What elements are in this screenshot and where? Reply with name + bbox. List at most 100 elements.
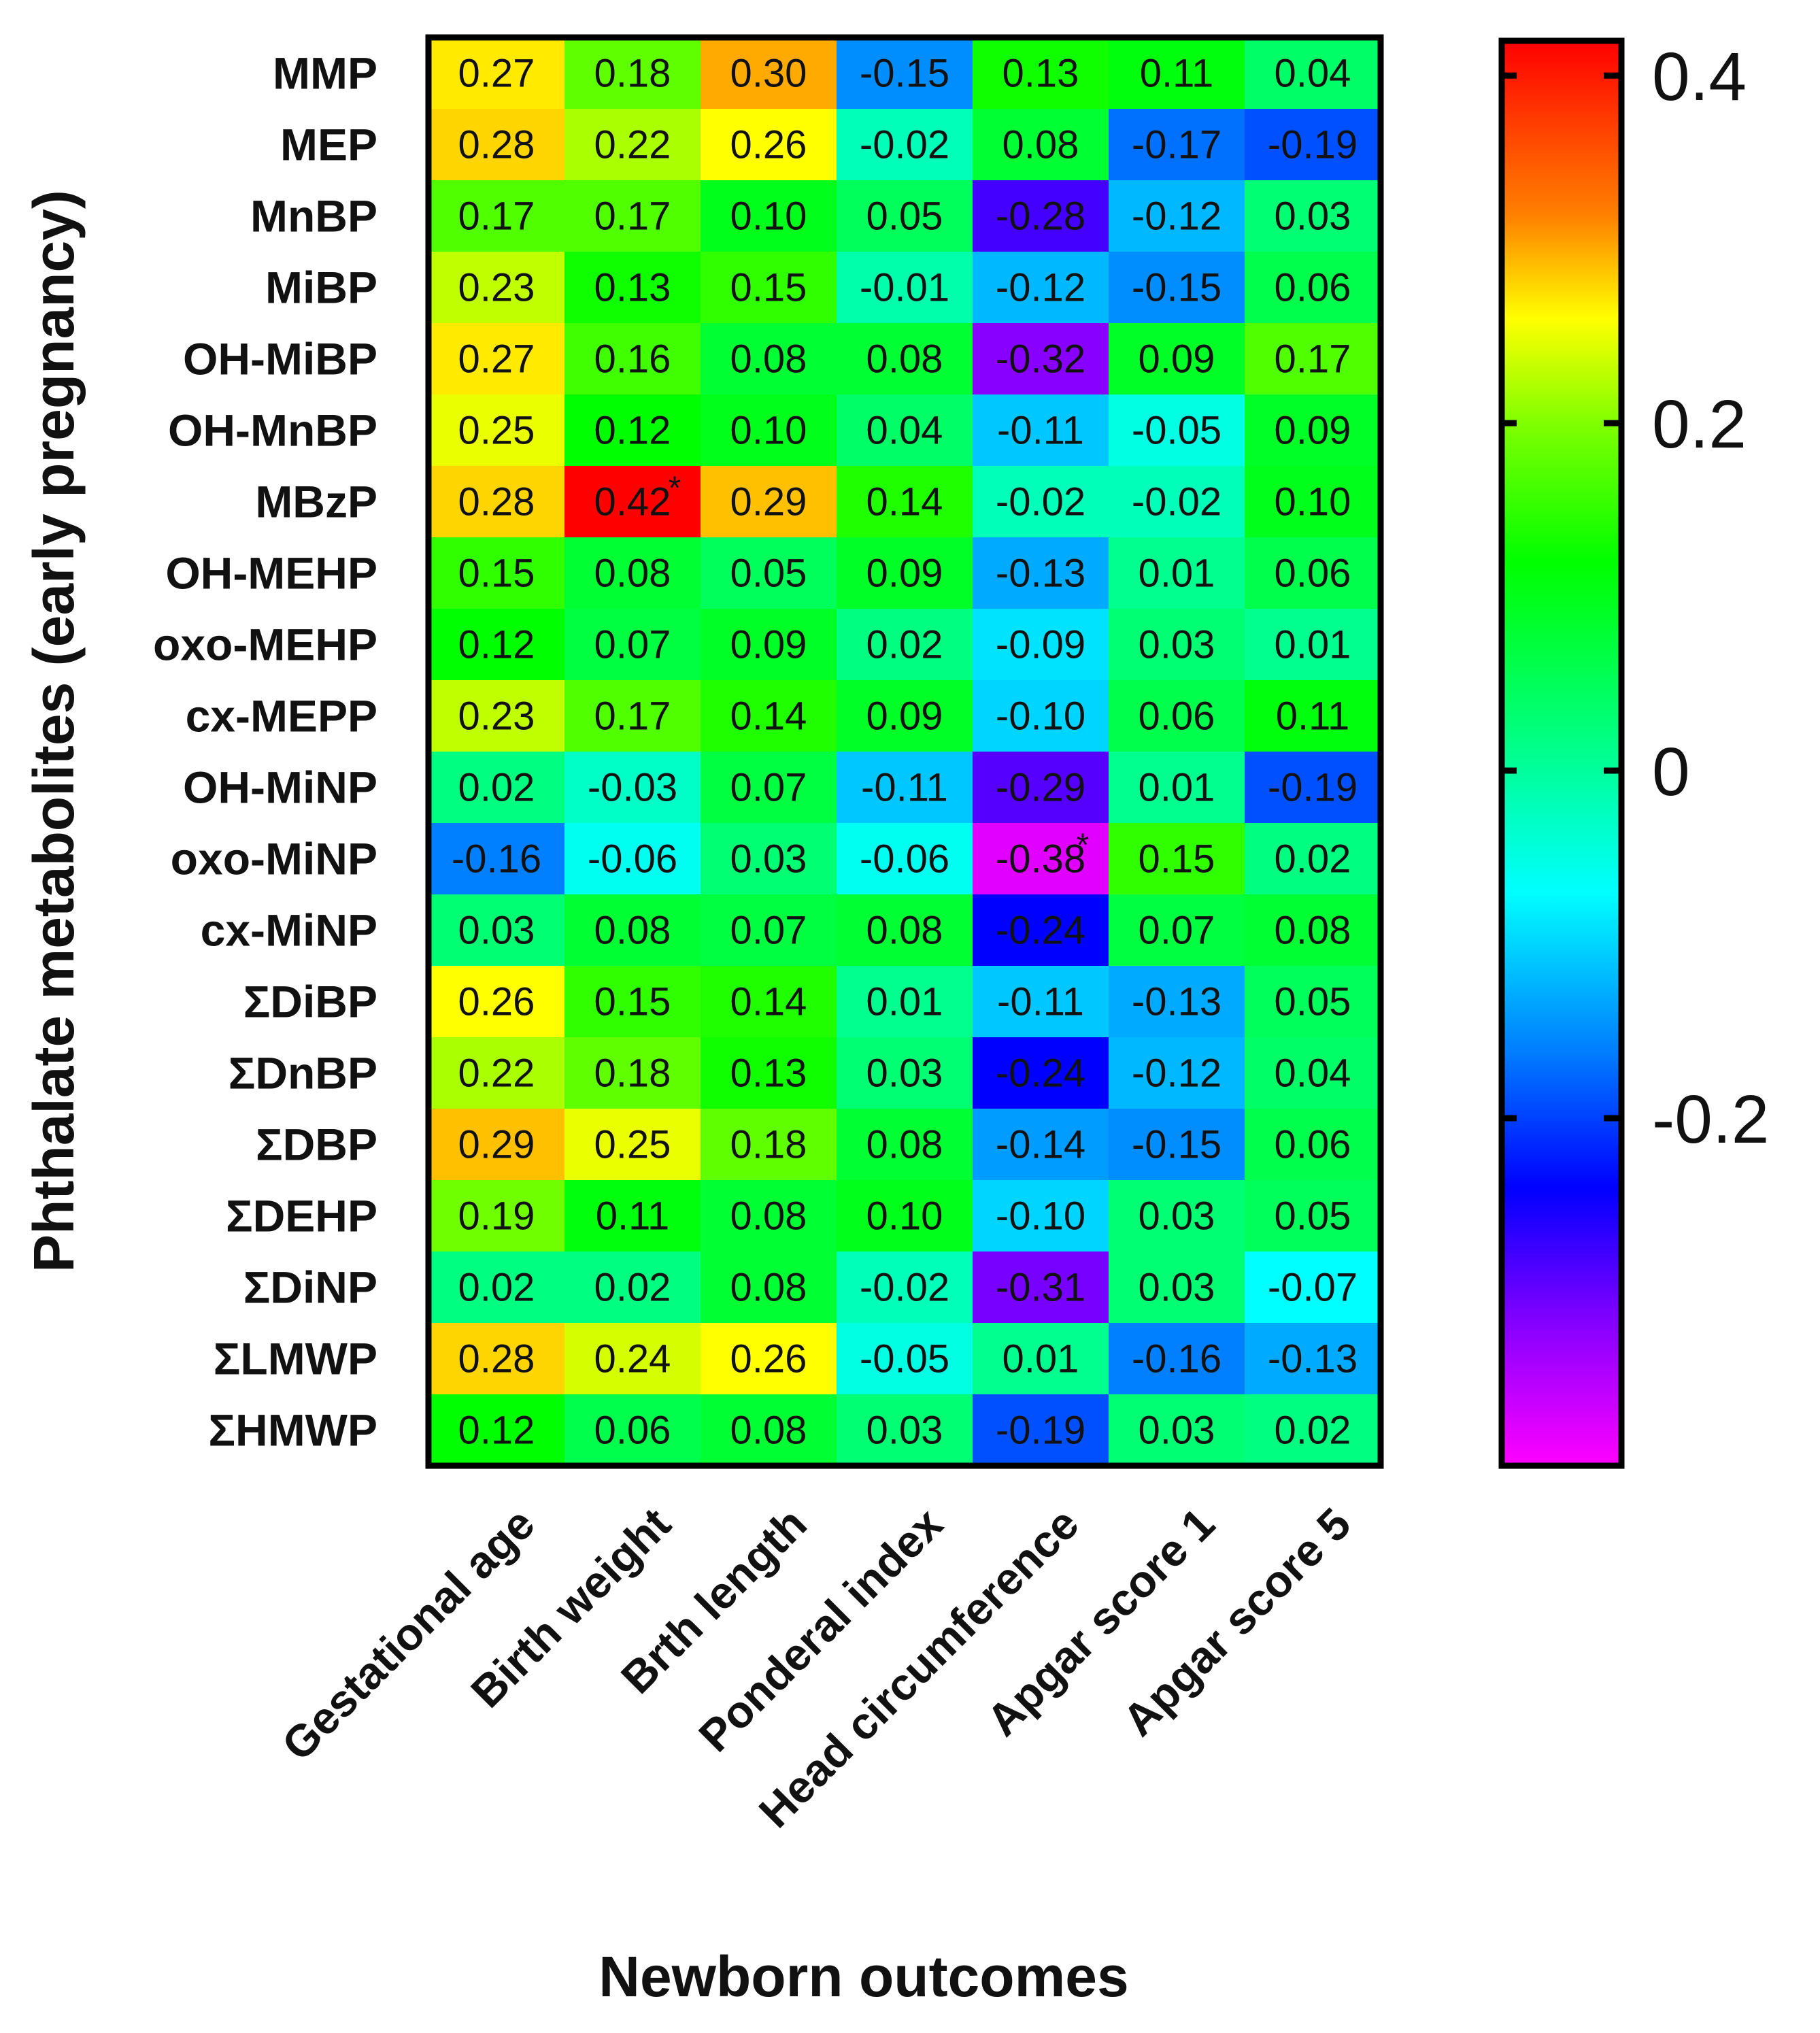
heatmap-cell (973, 680, 1109, 752)
colorbar-ticks: 0.4 0.2 0 -0.2 (1502, 39, 1769, 1158)
cell-value-label: 0.01 (1002, 1337, 1079, 1381)
heatmap-cell (837, 1037, 973, 1109)
cell-value-label: 0.10 (866, 1194, 943, 1239)
heatmap-cell (973, 109, 1109, 181)
row-label: oxo-MiNP (171, 834, 377, 884)
heatmap-cell (837, 1394, 973, 1466)
heatmap-value-labels: 0.27 0.18 0.30 -0.15 0.13 0.11 0.04 0.28 0.22 0.2… (452, 52, 1358, 1453)
cell-value-label: 0.11 (1276, 694, 1350, 739)
cell-value-label: 0.29 (458, 1123, 535, 1167)
cell-value-label: -0.02 (1132, 480, 1221, 524)
heatmap-cell (701, 680, 837, 752)
heatmap-cell (564, 394, 701, 467)
cell-value-label: 0.15 (1139, 837, 1215, 881)
heatmap-cell (973, 752, 1109, 824)
cell-value-label: 0.08 (730, 1266, 807, 1310)
heatmap-cell (837, 1323, 973, 1395)
heatmap-cell (973, 252, 1109, 324)
cell-value-label: 0.42 (594, 480, 671, 524)
heatmap-cell (973, 180, 1109, 252)
row-labels: MMP MEP MnBP MiBP OH-MiBP OH-MnBP MBzP OH-MEHP o… (153, 48, 377, 1456)
row-label: cx-MEPP (186, 691, 377, 741)
cell-value-label: 0.07 (730, 766, 807, 810)
cell-value-label: -0.11 (997, 980, 1084, 1024)
heatmap-cell (837, 894, 973, 967)
heatmap-cell (428, 323, 565, 395)
heatmap-cell (837, 752, 973, 824)
cell-value-label: 0.06 (1275, 1123, 1351, 1167)
heatmap-cell (837, 1109, 973, 1181)
heatmap-cell (701, 1251, 837, 1324)
cell-value-label: -0.16 (1132, 1337, 1221, 1381)
cell-value-label: 0.23 (458, 266, 535, 310)
cell-value-label: 0.03 (1139, 1194, 1215, 1239)
heatmap-cell (428, 966, 565, 1038)
cell-value-label: -0.05 (860, 1337, 949, 1381)
heatmap-cell (1109, 894, 1245, 967)
heatmap-cell (564, 37, 701, 110)
cell-value-label: 0.03 (1139, 623, 1215, 667)
cell-value-label: 0.06 (1275, 266, 1351, 310)
cell-value-label: -0.03 (588, 766, 677, 810)
heatmap-cell (564, 823, 701, 895)
cell-value-label: 0.30 (730, 52, 807, 96)
cell-value-label: 0.18 (594, 1052, 671, 1096)
cell-value-label: 0.10 (730, 195, 807, 239)
row-label: ΣDnBP (229, 1048, 377, 1098)
heatmap-cell (428, 1323, 565, 1395)
heatmap-cell (1245, 823, 1381, 895)
cell-value-label: 0.10 (730, 409, 807, 453)
cell-value-label: -0.13 (1268, 1337, 1358, 1381)
row-label: MiBP (265, 263, 377, 313)
heatmap-cell (1245, 466, 1381, 538)
heatmap-cell (837, 537, 973, 609)
cell-value-label: -0.15 (1132, 266, 1221, 310)
heatmap-cell (564, 323, 701, 395)
heatmap-cell (564, 1394, 701, 1466)
cell-value-label: -0.14 (996, 1123, 1085, 1167)
heatmap-cell (1245, 680, 1381, 752)
cell-value-label: 0.10 (1275, 480, 1351, 524)
heatmap-cell (973, 1394, 1109, 1466)
cell-value-label: 0.25 (594, 1123, 671, 1167)
cell-value-label: -0.09 (996, 623, 1085, 667)
heatmap-cell (428, 823, 565, 895)
x-axis-title: Newborn outcomes (599, 1945, 1128, 2009)
heatmap-cell (564, 1323, 701, 1395)
heatmap-cell (1109, 1251, 1245, 1324)
heatmap-cell (1109, 609, 1245, 681)
cell-value-label: 0.26 (458, 980, 535, 1024)
heatmap-cell (837, 180, 973, 252)
cell-value-label: -0.15 (1132, 1123, 1221, 1167)
cell-value-label: 0.27 (458, 52, 535, 96)
heatmap-cell (1245, 394, 1381, 467)
column-label: Apgar score 5 (1113, 1498, 1360, 1746)
cell-value-label: 0.05 (866, 195, 943, 239)
column-label: Apgar score 1 (977, 1498, 1224, 1746)
significance-marker: * (669, 471, 681, 507)
cell-value-label: 0.12 (458, 1409, 535, 1453)
cell-value-label: 0.15 (458, 552, 535, 596)
heatmap-cell (428, 1180, 565, 1252)
heatmap-cell (1245, 609, 1381, 681)
heatmap-cell (973, 609, 1109, 681)
heatmap-cell (1245, 752, 1381, 824)
heatmap-cell (701, 109, 837, 181)
cell-value-label: 0.01 (1139, 552, 1215, 596)
cell-value-label: 0.12 (594, 409, 671, 453)
heatmap-cell (973, 466, 1109, 538)
cell-value-label: 0.25 (458, 409, 535, 453)
heatmap-cell (701, 894, 837, 967)
cell-value-label: -0.10 (996, 694, 1085, 739)
row-label: MnBP (250, 191, 377, 241)
heatmap-cell (1245, 252, 1381, 324)
cell-value-label: 0.01 (1139, 766, 1215, 810)
cell-value-label: 0.03 (1139, 1409, 1215, 1453)
cell-value-label: 0.19 (458, 1194, 535, 1239)
heatmap-cell (1245, 894, 1381, 967)
cell-value-label: 0.13 (730, 1052, 807, 1096)
cell-value-label: 0.03 (1139, 1266, 1215, 1310)
cell-value-label: 0.16 (594, 337, 671, 382)
cell-value-label: 0.09 (866, 552, 943, 596)
